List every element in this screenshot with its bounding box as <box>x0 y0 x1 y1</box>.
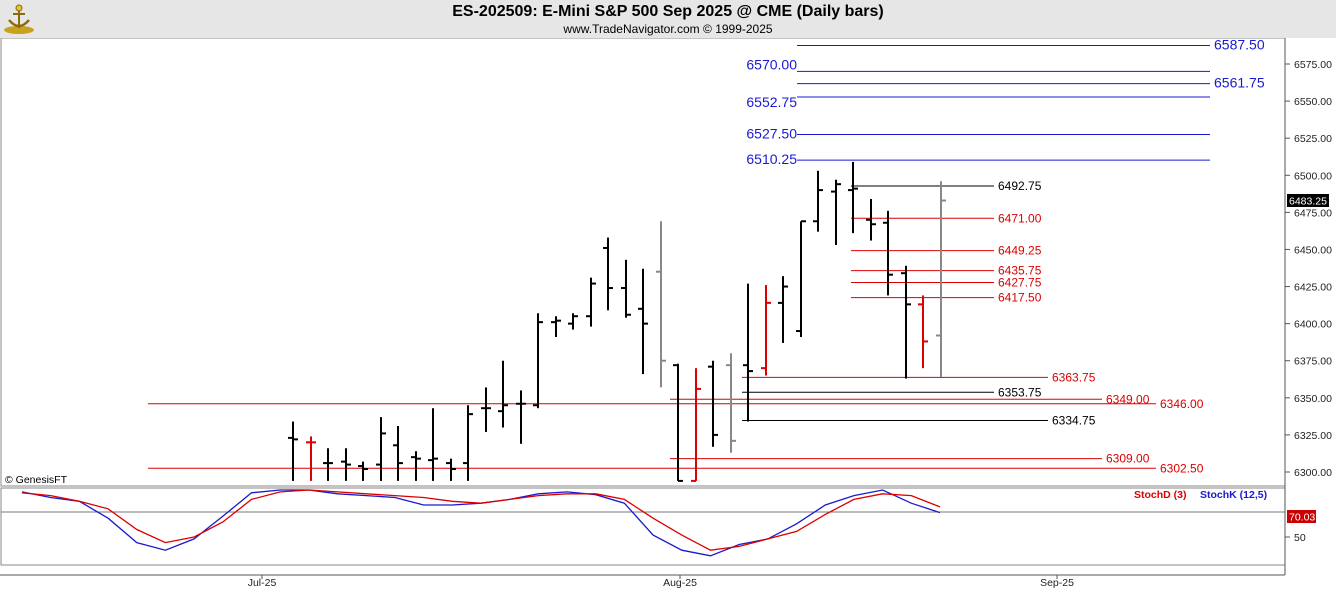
ohlc-bars <box>288 161 946 482</box>
price-tick-label: 6525.00 <box>1294 133 1332 145</box>
time-label-sep: Sep-25 <box>1040 577 1074 589</box>
level-label: 6492.75 <box>998 179 1042 193</box>
level-label: 6552.75 <box>746 94 797 110</box>
level-label: 6349.00 <box>1106 392 1150 406</box>
price-tick-label: 6475.00 <box>1294 207 1332 219</box>
last-price-tag: 6483.25 <box>1287 194 1329 208</box>
level-label: 6510.25 <box>746 151 797 167</box>
last-price-label: 6483.25 <box>1289 196 1327 208</box>
genesis-watermark: © GenesisFT <box>5 474 68 486</box>
level-label: 6353.75 <box>998 385 1042 399</box>
level-label: 6449.25 <box>998 244 1042 258</box>
chart-header: ES-202509: E-Mini S&P 500 Sep 2025 @ CME… <box>0 0 1336 38</box>
chart-title: ES-202509: E-Mini S&P 500 Sep 2025 @ CME… <box>452 3 884 20</box>
chart-area[interactable]: 6587.50 6570.00 6561.75 6552.75 6527.50 6510.… <box>0 38 1336 591</box>
last-price-box <box>1287 194 1329 207</box>
level-label: 6309.00 <box>1106 452 1150 466</box>
time-axis: Jul-25 Aug-25 Sep-25 <box>248 575 1074 589</box>
price-tick-label: 6325.00 <box>1294 430 1332 442</box>
oscillator-legend: StochD (3) StochK (12,5) <box>1134 489 1267 501</box>
time-label-jul: Jul-25 <box>248 577 277 589</box>
trade-navigator-logo-icon <box>4 4 34 34</box>
level-label: 6417.50 <box>998 291 1042 305</box>
level-label: 6346.00 <box>1160 397 1204 411</box>
stochastic-lines <box>21 489 941 557</box>
level-label: 6471.00 <box>998 211 1042 225</box>
osc-tick-label: 50 <box>1294 532 1306 544</box>
level-label: 6435.75 <box>998 264 1042 278</box>
level-label: 6427.75 <box>998 275 1042 289</box>
stochd-line <box>21 489 941 551</box>
price-tick-label: 6500.00 <box>1294 170 1332 182</box>
price-tick-label: 6575.00 <box>1294 59 1332 71</box>
price-tick-label: 6550.00 <box>1294 96 1332 108</box>
oscillator-axis: 50 70.03 <box>1285 510 1316 544</box>
level-label: 6363.75 <box>1052 370 1096 384</box>
price-tick-label: 6425.00 <box>1294 282 1332 294</box>
level-label: 6334.75 <box>1052 413 1096 427</box>
time-label-aug: Aug-25 <box>663 577 697 589</box>
price-tick-label: 6300.00 <box>1294 467 1332 479</box>
osc-last-label: 70.03 <box>1289 512 1315 524</box>
price-tick-label: 6450.00 <box>1294 244 1332 256</box>
legend-stochk: StochK (12,5) <box>1200 489 1267 501</box>
osc-last-box <box>1287 510 1316 523</box>
level-label: 6302.50 <box>1160 461 1204 475</box>
price-tick-label: 6400.00 <box>1294 319 1332 331</box>
price-tick-label: 6375.00 <box>1294 356 1332 368</box>
chart-subtitle: www.TradeNavigator.com © 1999-2025 <box>563 22 773 36</box>
price-tick-label: 6350.00 <box>1294 393 1332 405</box>
level-label: 6570.00 <box>746 56 797 72</box>
price-levels: 6587.50 6570.00 6561.75 6552.75 6527.50 6510.… <box>148 38 1265 475</box>
legend-stochd: StochD (3) <box>1134 489 1187 501</box>
level-label: 6587.50 <box>1214 38 1265 52</box>
level-label: 6561.75 <box>1214 75 1265 91</box>
level-label: 6527.50 <box>746 125 797 141</box>
price-axis: 6575.00 6550.00 6525.00 6500.00 6475.00 6450.… <box>1285 59 1332 479</box>
